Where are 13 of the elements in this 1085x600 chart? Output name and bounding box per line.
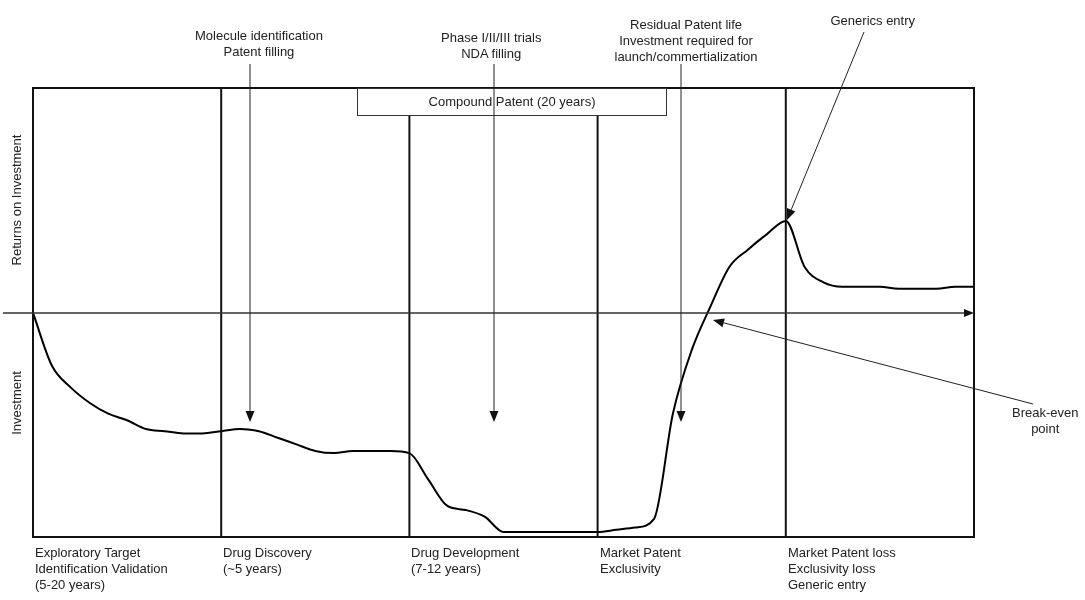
text: Market Patent loss Exclusivity loss Generic entry <box>788 545 896 593</box>
text: Market Patent Exclusivity <box>600 545 681 577</box>
text: Residual Patent life Investment required for launch/commertialization <box>614 17 758 65</box>
text: Compound Patent (20 years) <box>357 88 667 116</box>
text: Break-even point <box>1012 405 1079 437</box>
annotation: Investment <box>8 371 25 435</box>
text: Exploratory Target Identification Validation (5-20 years) <box>35 545 168 593</box>
text: Generics entry <box>830 13 916 29</box>
annotation: Returns on Investment <box>8 134 25 266</box>
text: Phase I/II/III trials NDA filling <box>441 30 542 62</box>
text: Drug Discovery (~5 years) <box>223 545 312 577</box>
text: Drug Development (7-12 years) <box>411 545 520 577</box>
text: Molecule identification Patent filling <box>195 28 323 60</box>
